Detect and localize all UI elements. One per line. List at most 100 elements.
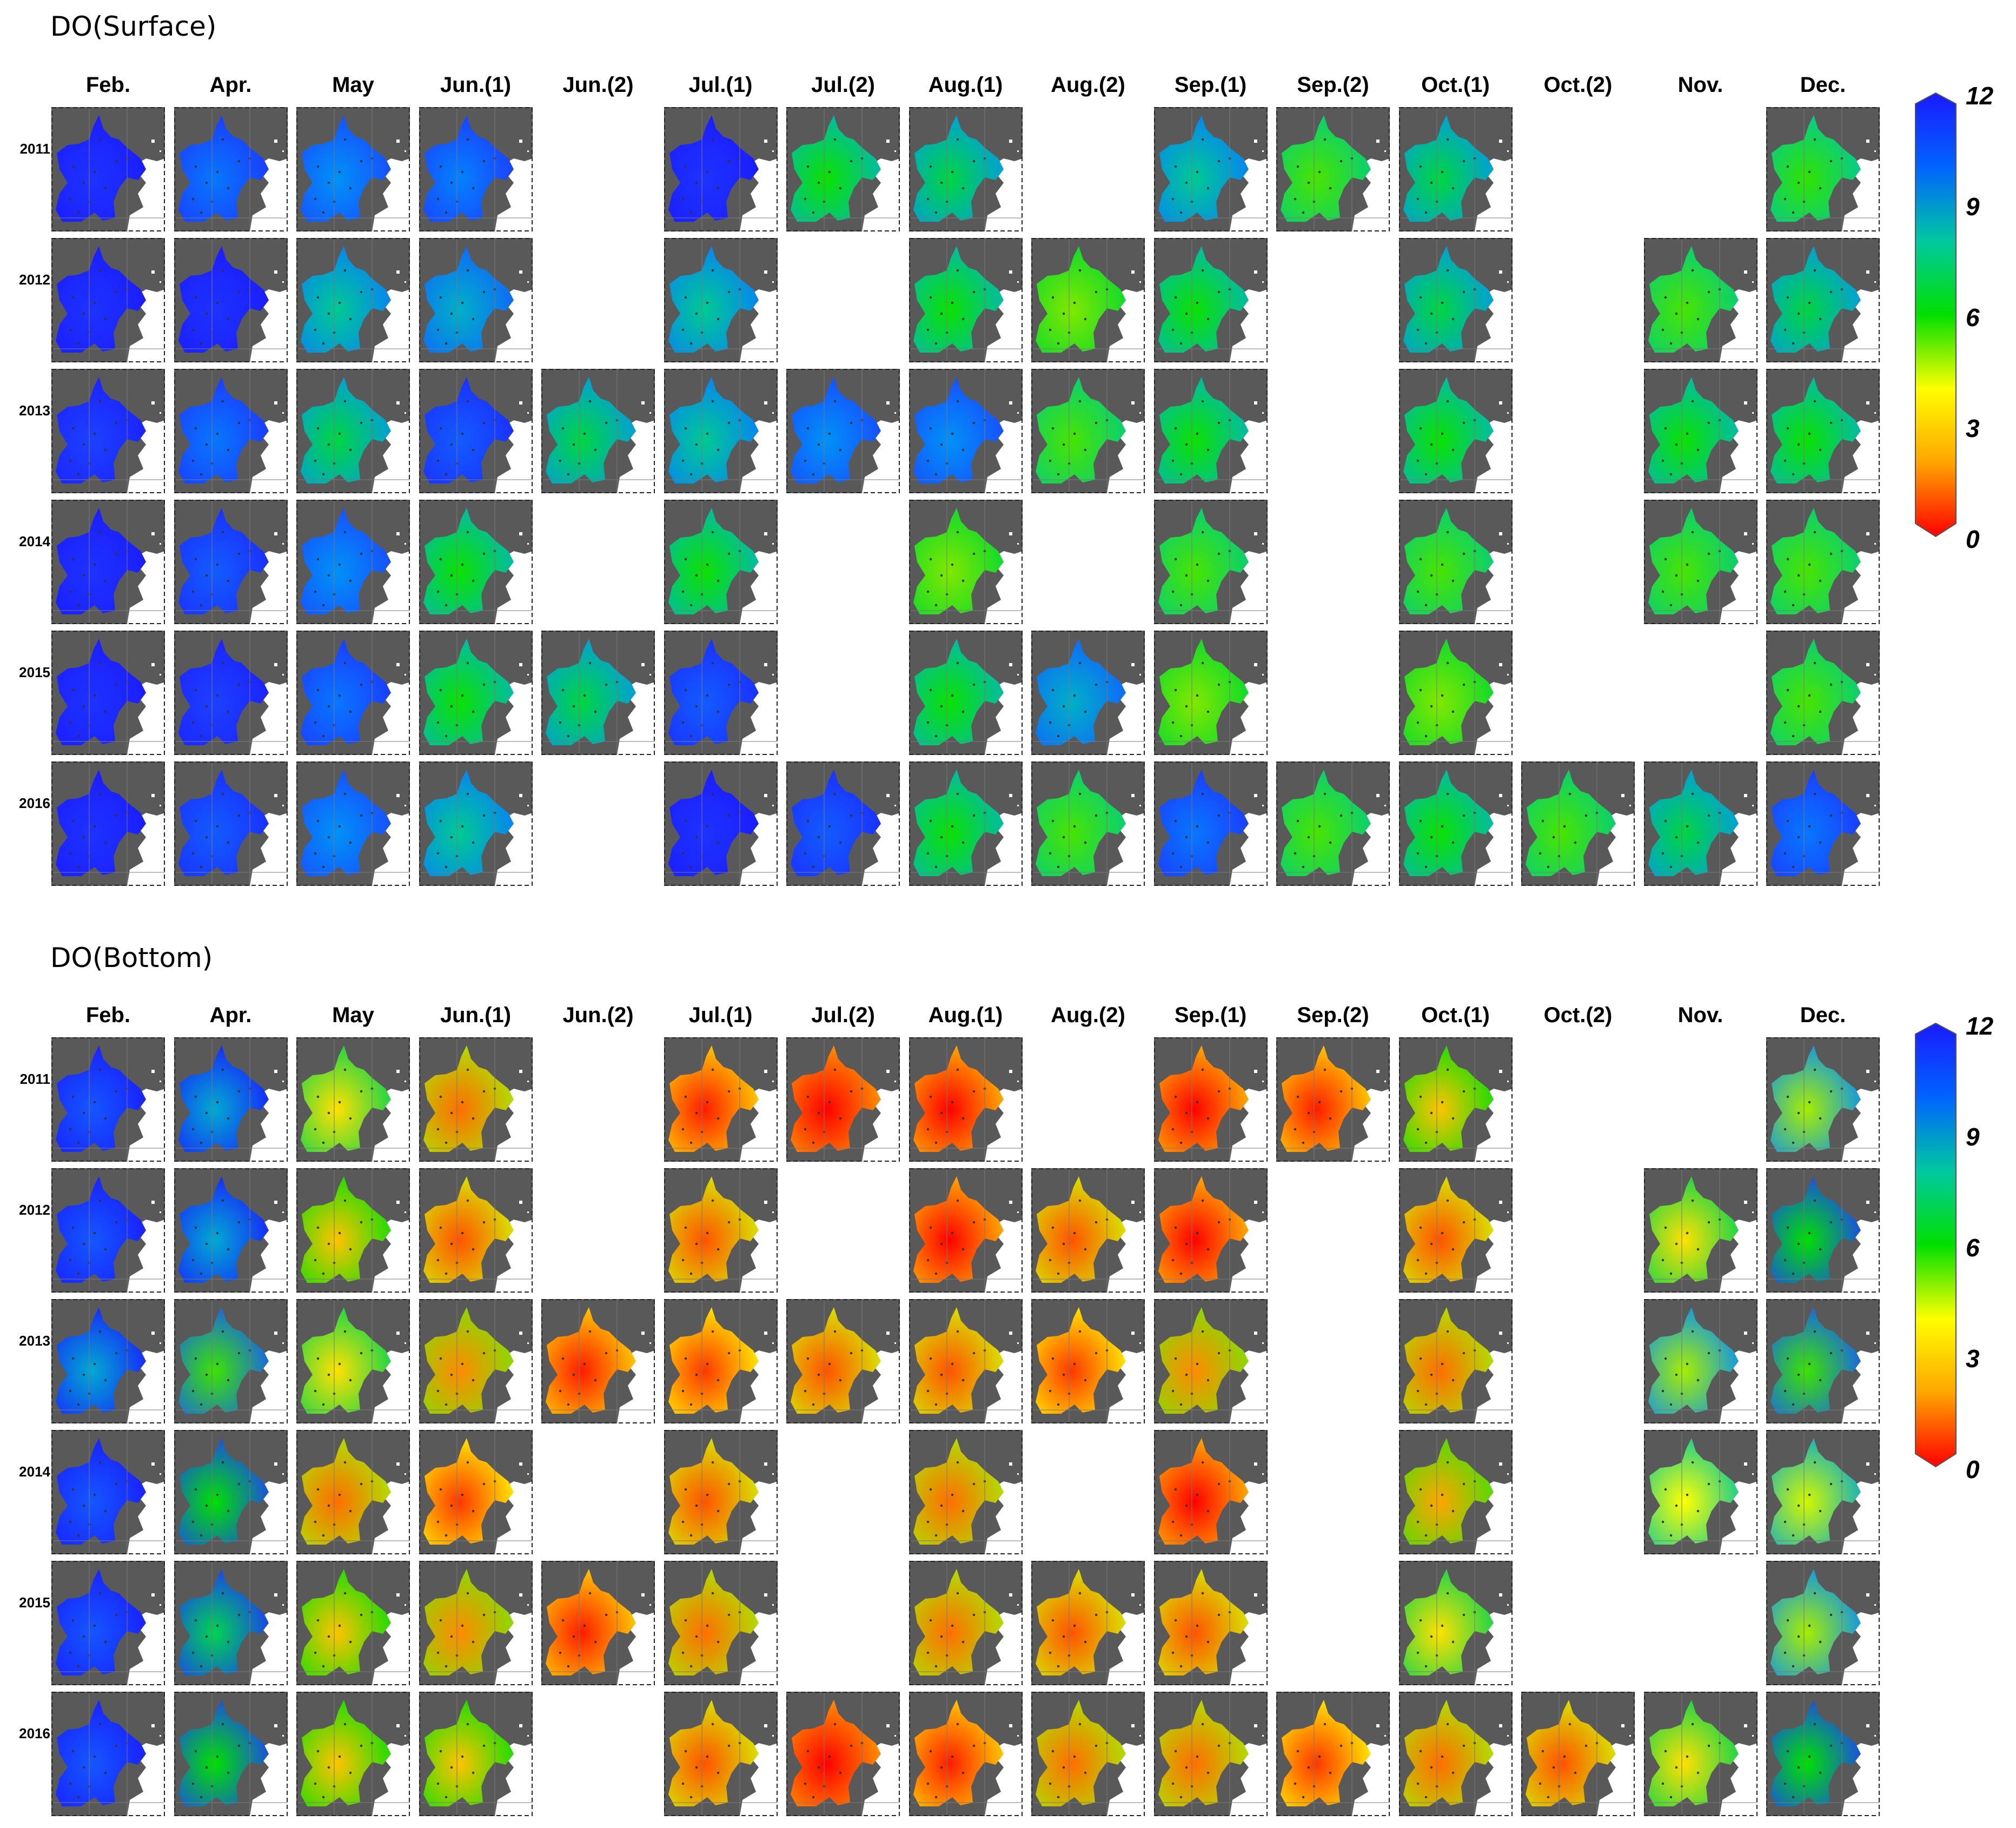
- open-sea-area: [372, 682, 410, 755]
- islet: [1507, 1604, 1509, 1606]
- open-sea-area: [984, 1612, 1023, 1685]
- station-marker: [1424, 604, 1427, 607]
- islet: [1489, 592, 1493, 594]
- surface-panel-title: DO(Surface): [50, 11, 217, 42]
- station-marker: [1323, 792, 1327, 796]
- islet: [1262, 543, 1264, 545]
- month-label: Jun.(1): [440, 1003, 512, 1027]
- station-marker: [1179, 342, 1182, 345]
- map-tile: [419, 1561, 533, 1685]
- station-marker: [82, 574, 85, 577]
- station-marker: [1049, 1389, 1052, 1393]
- station-marker: [689, 865, 692, 869]
- bay-do-field: [546, 639, 636, 745]
- islet: [1504, 1375, 1507, 1377]
- station-marker: [82, 1242, 85, 1246]
- station-marker: [711, 792, 714, 796]
- islet: [519, 663, 522, 666]
- islet: [1866, 1724, 1869, 1727]
- station-marker: [1808, 301, 1811, 304]
- islet: [1504, 445, 1507, 447]
- station-marker: [956, 531, 959, 534]
- tile-frame: [1643, 1430, 1758, 1554]
- islet: [151, 663, 155, 666]
- islet: [1498, 270, 1502, 274]
- bay-do-field: [668, 770, 759, 876]
- station-marker: [439, 296, 442, 299]
- open-sea-area: [984, 158, 1023, 231]
- station-marker: [1174, 1357, 1177, 1360]
- map-tile: [1276, 1037, 1390, 1162]
- station-marker: [972, 683, 975, 686]
- station-marker: [1206, 1248, 1209, 1251]
- tile-frame: [908, 761, 1023, 886]
- station-marker: [1707, 814, 1710, 817]
- islet: [1367, 1784, 1370, 1786]
- islet: [1749, 575, 1752, 578]
- station-marker: [717, 710, 719, 713]
- islet: [1009, 1593, 1012, 1597]
- station-marker: [216, 1101, 218, 1104]
- open-sea-area: [739, 158, 778, 231]
- station-marker: [93, 1493, 96, 1496]
- station-marker: [972, 1744, 975, 1747]
- station-marker: [684, 1488, 687, 1491]
- station-marker: [322, 1665, 325, 1668]
- station-marker: [567, 1403, 570, 1406]
- station-marker: [706, 1231, 708, 1235]
- tile-frame: [908, 369, 1023, 493]
- islet: [1752, 1342, 1754, 1344]
- station-marker: [1819, 448, 1822, 452]
- map-tile: [664, 238, 778, 362]
- station-marker: [1201, 1068, 1204, 1071]
- islet: [279, 183, 282, 185]
- station-marker: [1696, 448, 1699, 452]
- bay-do-field: [913, 1176, 1004, 1283]
- islet: [396, 663, 400, 666]
- islet: [886, 794, 890, 797]
- station-marker: [684, 165, 687, 168]
- station-marker: [69, 1782, 72, 1785]
- islet: [1857, 1391, 1860, 1394]
- islet: [1014, 445, 1017, 447]
- tile-frame: [1398, 238, 1513, 362]
- islet: [772, 805, 774, 806]
- open-sea-area: [127, 551, 165, 624]
- map-tile: [1031, 238, 1145, 362]
- station-marker: [1664, 819, 1667, 823]
- islet: [1872, 445, 1874, 447]
- station-marker: [327, 1766, 330, 1769]
- islet: [151, 1201, 155, 1204]
- open-sea-area: [984, 1350, 1023, 1423]
- station-marker: [322, 342, 325, 345]
- station-marker: [681, 590, 684, 593]
- islet: [1489, 1260, 1493, 1263]
- station-marker: [466, 1723, 469, 1726]
- bay-do-field: [668, 1045, 759, 1152]
- tile-frame: [664, 500, 778, 624]
- islet: [764, 1593, 767, 1597]
- station-marker: [466, 792, 469, 796]
- station-marker: [1686, 563, 1688, 566]
- station-marker: [1171, 459, 1174, 462]
- station-marker: [681, 197, 684, 201]
- open-sea-area: [1107, 1612, 1145, 1685]
- station-marker: [839, 841, 842, 844]
- station-marker: [1813, 138, 1816, 141]
- station-marker: [1808, 1101, 1811, 1104]
- station-marker: [237, 421, 240, 425]
- station-marker: [314, 1128, 317, 1131]
- station-marker: [681, 1389, 684, 1393]
- islet: [1367, 199, 1370, 202]
- islet: [1752, 1473, 1754, 1475]
- station-marker: [472, 710, 474, 713]
- station-marker: [360, 552, 363, 555]
- map-tile: [1521, 761, 1635, 886]
- station-marker: [828, 432, 831, 435]
- tile-frame: [174, 1299, 288, 1423]
- open-sea-area: [494, 1612, 533, 1685]
- islet: [1259, 1113, 1262, 1115]
- station-marker: [221, 1461, 224, 1464]
- station-marker: [681, 1259, 684, 1262]
- station-marker: [1686, 301, 1688, 304]
